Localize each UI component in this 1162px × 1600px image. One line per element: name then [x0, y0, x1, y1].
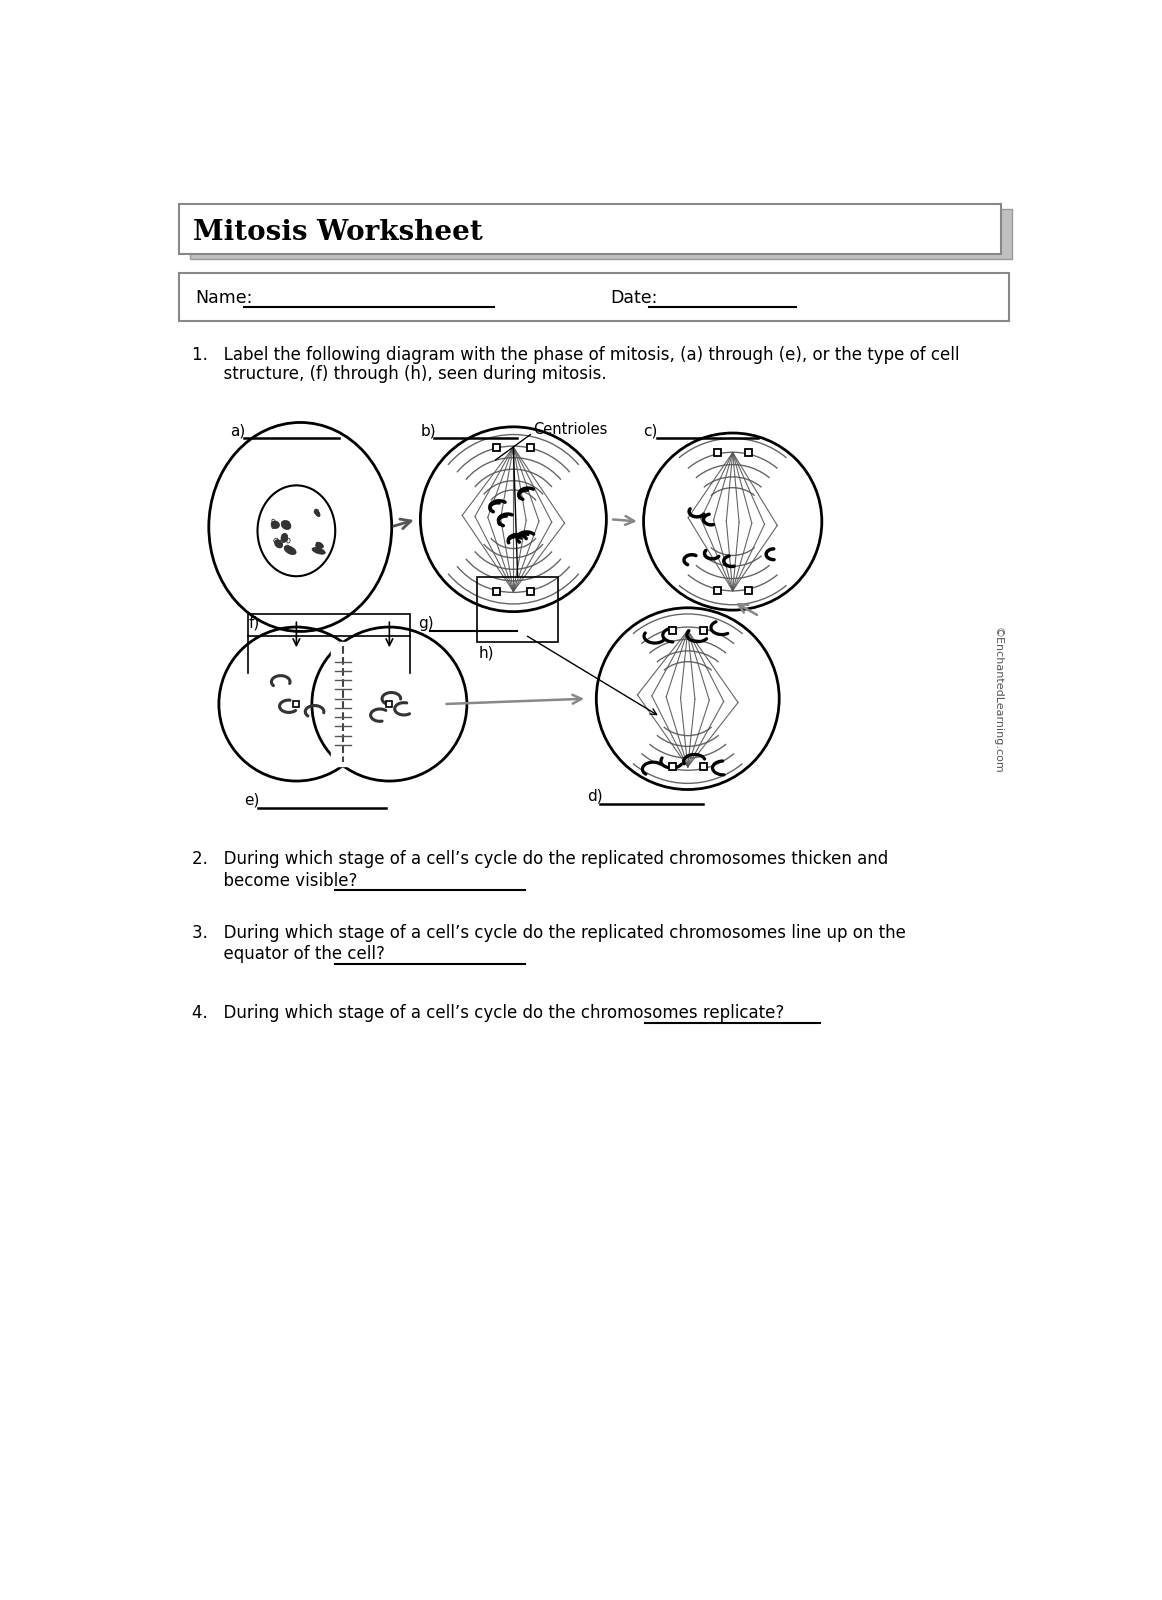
Text: become visible?: become visible? [192, 872, 357, 890]
Text: Centrioles: Centrioles [532, 422, 607, 437]
Bar [745, 587, 752, 594]
Bar [745, 450, 752, 456]
Ellipse shape [285, 546, 296, 555]
Ellipse shape [274, 539, 282, 547]
Text: h): h) [479, 646, 494, 661]
Text: ©EnchantedLearning.com: ©EnchantedLearning.com [992, 627, 1003, 773]
Circle shape [311, 627, 467, 781]
Ellipse shape [313, 547, 325, 554]
Text: e): e) [244, 794, 260, 808]
Text: b): b) [421, 424, 436, 438]
Bar [700, 763, 706, 770]
Text: Name:: Name: [195, 290, 253, 307]
Text: 2.   During which stage of a cell’s cycle do the replicated chromosomes thicken : 2. During which stage of a cell’s cycle … [192, 850, 888, 869]
Text: 1.   Label the following diagram with the phase of mitosis, (a) through (e), or : 1. Label the following diagram with the … [192, 346, 960, 365]
Bar [700, 627, 706, 634]
Text: a): a) [230, 424, 245, 438]
Bar [476, 578, 558, 643]
Ellipse shape [316, 542, 323, 549]
Text: Mitosis Worksheet: Mitosis Worksheet [193, 219, 483, 245]
Ellipse shape [315, 509, 320, 517]
Bar [669, 763, 676, 770]
Text: structure, (f) through (h), seen during mitosis.: structure, (f) through (h), seen during … [192, 365, 607, 384]
Ellipse shape [281, 533, 288, 542]
Bar [386, 701, 393, 707]
Text: f): f) [249, 616, 259, 630]
Text: d): d) [587, 789, 603, 803]
Bar [526, 587, 533, 595]
Bar [713, 450, 720, 456]
Text: 3.   During which stage of a cell’s cycle do the replicated chromosomes line up : 3. During which stage of a cell’s cycle … [192, 923, 905, 941]
Bar [713, 587, 720, 594]
Bar [526, 443, 533, 451]
Bar [669, 627, 676, 634]
Text: g): g) [418, 616, 433, 630]
Bar [179, 274, 1009, 320]
Bar [248, 614, 410, 635]
Text: 4.   During which stage of a cell’s cycle do the chromosomes replicate?: 4. During which stage of a cell’s cycle … [192, 1005, 784, 1022]
Text: c): c) [644, 424, 658, 438]
Bar [191, 210, 1012, 259]
Ellipse shape [271, 522, 279, 528]
Bar [493, 443, 500, 451]
Text: equator of the cell?: equator of the cell? [192, 946, 385, 963]
Text: Date:: Date: [610, 290, 658, 307]
Bar [293, 701, 300, 707]
Ellipse shape [281, 520, 290, 530]
Circle shape [218, 627, 374, 781]
Bar [493, 587, 500, 595]
Bar [179, 203, 1000, 253]
